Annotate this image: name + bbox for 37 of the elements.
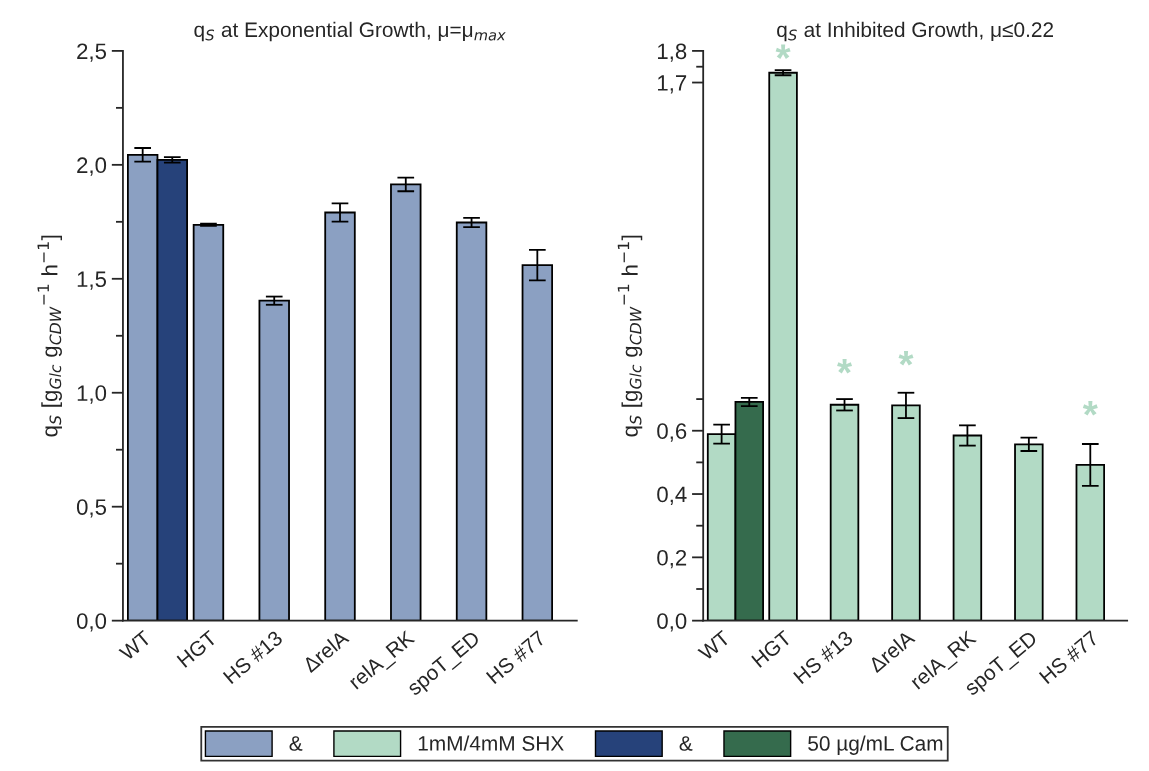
x-tick-label: WT <box>118 629 153 662</box>
x-tick-label: HS #13 <box>222 630 284 685</box>
y-tick-label: 1,8 <box>658 43 687 62</box>
y-tick-label: 1,0 <box>77 385 107 404</box>
bar <box>258 299 290 621</box>
y-tick-label: 0,5 <box>76 499 107 518</box>
annotation: * <box>837 358 853 374</box>
legend-label: & <box>679 736 693 751</box>
bar <box>390 183 422 621</box>
bar <box>829 403 860 621</box>
y-tick-label: 0,0 <box>76 613 107 632</box>
y-tick-label: 0,6 <box>657 423 687 442</box>
chart-title: q$_{S}$ at Inhibited Growth, μ≤0.22 <box>777 21 1053 42</box>
legend-label: 50 µg/mL Cam <box>808 735 943 755</box>
y-tick-label: 0,2 <box>657 549 687 569</box>
bar <box>768 71 798 621</box>
bar <box>1014 443 1044 621</box>
chart-title: q$_{S}$ at Exponential Growth, μ=μ$_{max}$ <box>194 21 506 42</box>
y-tick-label: 1,5 <box>77 271 107 290</box>
x-tick-label: HS #77 <box>1038 630 1100 685</box>
y-tick-label: 0,4 <box>657 486 687 505</box>
x-tick-label: HS #13 <box>792 630 854 685</box>
bar <box>192 223 225 621</box>
annotation: * <box>1082 401 1098 416</box>
bar <box>455 221 488 621</box>
legend-label: & <box>289 736 303 751</box>
y-tick-label: 2,5 <box>77 43 107 62</box>
text: q$_{S}$ [g$_{Glc}$ g$_{CDW}$$^{−1}$ h$^{−1}$] <box>37 235 62 437</box>
annotation: * <box>775 44 791 59</box>
y-tick-label: 2,0 <box>77 157 107 176</box>
y-tick-label: 1,7 <box>658 75 687 94</box>
text: q$_{S}$ [g$_{Glc}$ g$_{CDW}$$^{−1}$ h$^{−1}$] <box>617 235 643 437</box>
x-tick-label: HS #77 <box>485 630 547 685</box>
y-tick-label: 0,0 <box>657 613 687 632</box>
legend-label: 1mM/4mM SHX <box>418 735 564 751</box>
x-tick-label: WT <box>697 629 731 662</box>
annotation: * <box>898 350 914 366</box>
